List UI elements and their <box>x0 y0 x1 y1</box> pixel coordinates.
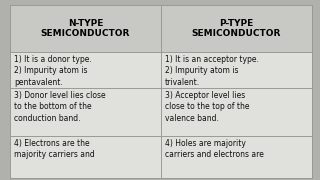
Text: 4) Holes are majority
carriers and electrons are: 4) Holes are majority carriers and elect… <box>165 139 264 159</box>
Bar <box>10 52 161 88</box>
Text: 3) Donor level lies close
to the bottom of the
conduction band.: 3) Donor level lies close to the bottom … <box>14 91 106 123</box>
Bar <box>161 52 312 88</box>
Bar <box>161 88 312 136</box>
Text: N-TYPE
SEMICONDUCTOR: N-TYPE SEMICONDUCTOR <box>41 19 130 38</box>
Text: 1) It is an acceptor type.
2) Impurity atom is
trivalent.: 1) It is an acceptor type. 2) Impurity a… <box>165 55 259 87</box>
Text: 4) Electrons are the
majority carriers and: 4) Electrons are the majority carriers a… <box>14 139 95 159</box>
Bar <box>10 88 161 136</box>
Text: 3) Acceptor level lies
close to the top of the
valence band.: 3) Acceptor level lies close to the top … <box>165 91 250 123</box>
Text: P-TYPE
SEMICONDUCTOR: P-TYPE SEMICONDUCTOR <box>192 19 281 38</box>
Text: 1) It is a donor type.
2) Impurity atom is
pentavalent.: 1) It is a donor type. 2) Impurity atom … <box>14 55 92 87</box>
Bar <box>10 5 161 52</box>
Bar <box>161 5 312 52</box>
Bar <box>10 136 161 178</box>
Bar <box>161 136 312 178</box>
